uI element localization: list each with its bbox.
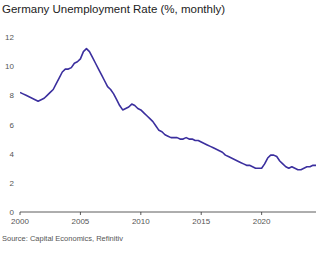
source: Source: Capital Economics, Refinitiv (2, 234, 123, 243)
x-tick (80, 212, 81, 215)
y-tick-label: 8 (10, 91, 15, 100)
x-tick (261, 212, 262, 215)
line (20, 49, 316, 170)
plot-area (20, 49, 316, 170)
x-tick-label: 2010 (132, 217, 150, 226)
y-tick-label: 0 (10, 208, 15, 217)
x-tick (140, 212, 141, 215)
y-tick-label: 2 (10, 179, 15, 188)
y-tick-label: 10 (5, 62, 14, 71)
y-tick-label: 6 (10, 121, 15, 130)
chart: Germany Unemployment Rate (%, monthly)02… (0, 0, 325, 273)
x-tick (201, 212, 202, 215)
y-tick-label: 12 (5, 33, 14, 42)
title: Germany Unemployment Rate (%, monthly) (2, 3, 225, 15)
x-tick-label: 2000 (11, 217, 29, 226)
x-axis (20, 212, 316, 213)
x-tick-label: 2005 (72, 217, 90, 226)
x-tick (20, 212, 21, 215)
x-tick-label: 2020 (253, 217, 271, 226)
y-tick-label: 4 (10, 150, 15, 159)
x-tick-label: 2015 (192, 217, 210, 226)
